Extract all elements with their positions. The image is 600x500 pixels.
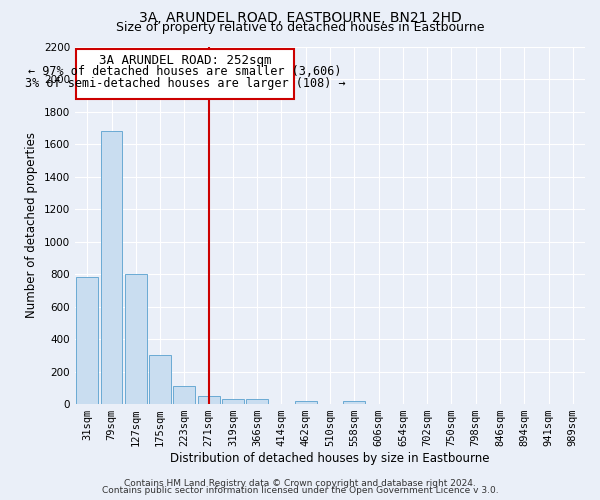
Y-axis label: Number of detached properties: Number of detached properties: [25, 132, 38, 318]
Text: 3A, ARUNDEL ROAD, EASTBOURNE, BN21 2HD: 3A, ARUNDEL ROAD, EASTBOURNE, BN21 2HD: [139, 11, 461, 25]
Bar: [101, 131, 122, 404]
Text: 3% of semi-detached houses are larger (108) →: 3% of semi-detached houses are larger (1…: [25, 78, 345, 90]
Bar: [295, 401, 317, 404]
Text: Size of property relative to detached houses in Eastbourne: Size of property relative to detached ho…: [116, 22, 484, 35]
Bar: [76, 278, 98, 404]
Text: ← 97% of detached houses are smaller (3,606): ← 97% of detached houses are smaller (3,…: [28, 65, 342, 78]
Bar: [173, 386, 196, 404]
FancyBboxPatch shape: [76, 49, 293, 100]
Bar: [246, 399, 268, 404]
Bar: [222, 399, 244, 404]
Bar: [125, 274, 147, 404]
Bar: [149, 356, 171, 404]
Text: Contains public sector information licensed under the Open Government Licence v : Contains public sector information licen…: [101, 486, 499, 495]
X-axis label: Distribution of detached houses by size in Eastbourne: Distribution of detached houses by size …: [170, 452, 490, 465]
Text: 3A ARUNDEL ROAD: 252sqm: 3A ARUNDEL ROAD: 252sqm: [99, 54, 271, 67]
Bar: [343, 401, 365, 404]
Bar: [198, 396, 220, 404]
Text: Contains HM Land Registry data © Crown copyright and database right 2024.: Contains HM Land Registry data © Crown c…: [124, 478, 476, 488]
